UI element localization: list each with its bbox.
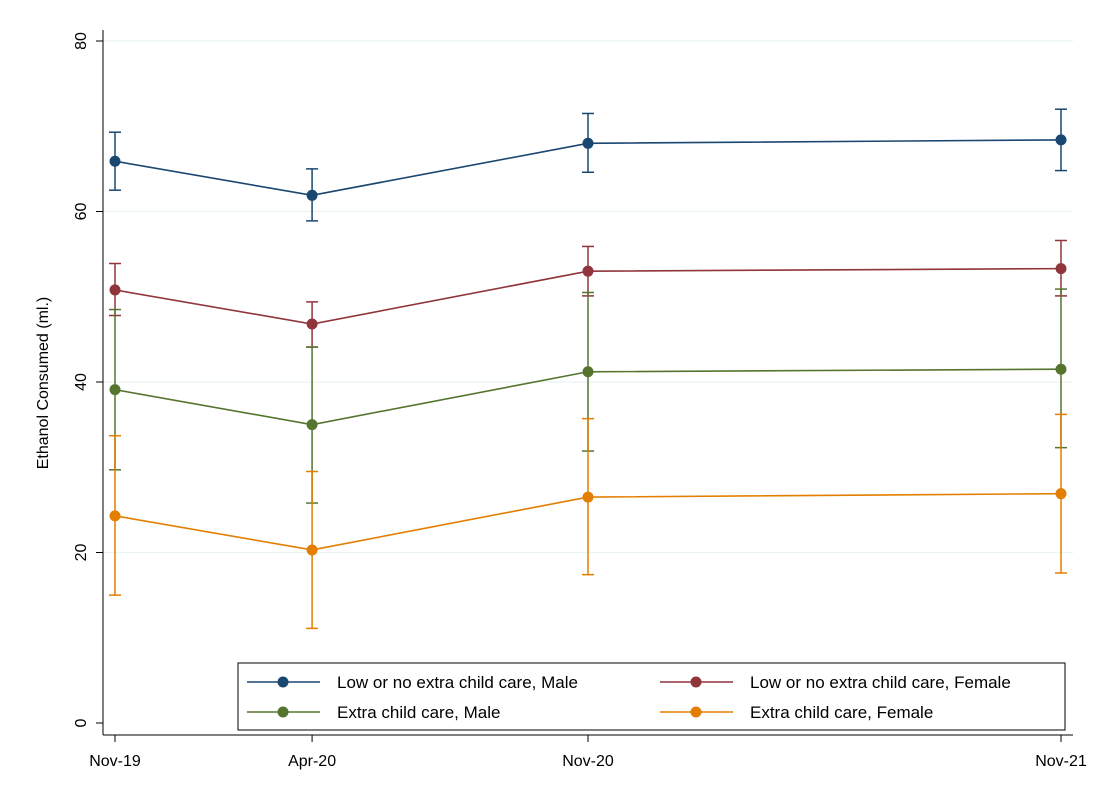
data-point [306,419,318,431]
x-tick-label: Nov-20 [562,753,614,770]
data-point [582,137,594,149]
y-tick-label: 40 [73,373,90,391]
data-point [582,491,594,503]
data-point [109,384,121,396]
legend: Low or no extra child care, Male Low or n… [237,662,1066,731]
data-point [109,284,121,296]
legend-item: Low or no extra child care, Female [660,673,1011,692]
data-point [306,189,318,201]
legend-marker [690,676,702,688]
series-line [114,139,1062,197]
x-tick-label: Nov-19 [89,753,141,770]
data-point [1055,263,1067,275]
legend-label: Low or no extra child care, Female [750,673,1011,692]
series-layer [109,108,1067,630]
legend-label: Extra child care, Male [337,703,500,722]
legend-marker [690,706,702,718]
data-point [582,366,594,378]
data-point [582,265,594,277]
data-point [1055,488,1067,500]
series-line [114,368,1062,426]
legend-item: Extra child care, Female [660,703,933,722]
data-point [109,155,121,167]
axes: 0 20 40 60 80 Nov-19 Apr-20 Nov-20 Nov-21 [73,30,1087,770]
series-4 [109,413,1067,630]
series-3 [109,288,1067,504]
x-tick-label: Apr-20 [288,753,336,770]
series-1 [109,108,1067,222]
legend-marker [277,706,289,718]
data-point [109,510,121,522]
legend-marker [277,676,289,688]
y-tick-label: 0 [73,718,90,727]
series-line [114,492,1062,551]
legend-box [237,662,1066,731]
x-tick-label: Nov-21 [1035,753,1087,770]
y-tick-label: 60 [73,203,90,221]
legend-item: Extra child care, Male [247,703,500,722]
y-tick-label: 80 [73,32,90,50]
series-line [114,267,1062,325]
data-point [1055,363,1067,375]
y-tick-label: 20 [73,544,90,562]
legend-label: Extra child care, Female [750,703,933,722]
legend-item: Low or no extra child care, Male [247,673,578,692]
y-axis-title: Ethanol Consumed (ml.) [35,297,52,470]
data-point [306,318,318,330]
data-point [1055,134,1067,146]
data-point [306,544,318,556]
legend-label: Low or no extra child care, Male [337,673,578,692]
